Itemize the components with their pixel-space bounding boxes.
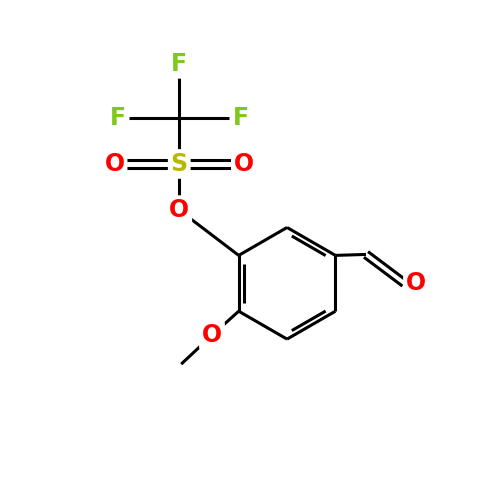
Text: F: F xyxy=(110,106,126,130)
Text: O: O xyxy=(202,324,222,347)
Text: O: O xyxy=(234,152,254,176)
Text: O: O xyxy=(104,152,124,176)
Text: O: O xyxy=(406,272,426,295)
Text: F: F xyxy=(171,52,188,76)
Text: F: F xyxy=(233,106,249,130)
Text: S: S xyxy=(170,152,188,176)
Text: O: O xyxy=(169,198,190,222)
